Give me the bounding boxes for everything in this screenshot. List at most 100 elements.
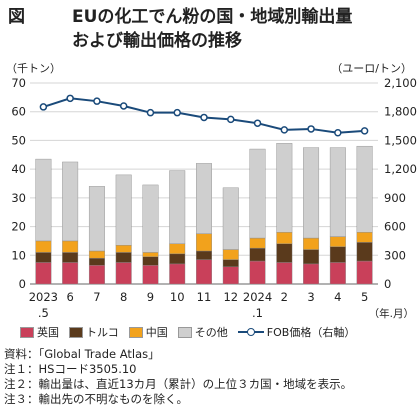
x-tick-label: 2024 xyxy=(243,290,272,304)
bar-segment xyxy=(356,242,373,262)
x-tick-label: 8 xyxy=(120,290,127,304)
bar-segment xyxy=(276,243,293,263)
fob-price-point xyxy=(253,119,262,127)
bar-segment xyxy=(169,263,186,285)
bar-segment xyxy=(222,187,239,250)
bar-segment xyxy=(356,232,373,243)
fob-price-point xyxy=(360,127,369,135)
legend-item: トルコ xyxy=(69,324,119,340)
bar-segment xyxy=(142,256,159,266)
title-line-2: および輸出価格の推移 xyxy=(72,31,242,51)
fob-price-point xyxy=(66,94,74,103)
fob-price-point xyxy=(280,126,289,134)
bar-segment xyxy=(35,252,52,263)
note-3: 注３：輸出先の不明なものを除く。 xyxy=(4,392,188,406)
fob-price-point xyxy=(227,115,235,124)
bar-segment xyxy=(35,158,52,242)
y-left-tick-label: 50 xyxy=(11,133,26,147)
y-right-tick-label: 1,800 xyxy=(384,105,417,119)
bar-segment xyxy=(276,262,293,285)
legend-item: その他 xyxy=(177,324,228,340)
bar-segment xyxy=(329,246,346,263)
bar-segment xyxy=(196,250,212,260)
legend-label: FOB価格（右軸） xyxy=(266,326,356,339)
x-tick-label: 10 xyxy=(170,290,185,304)
bar-segment xyxy=(88,257,105,266)
y-right-tick-label: 900 xyxy=(384,191,406,205)
bar-segment xyxy=(88,186,105,252)
note-2: 注２：輸出量は、直近13カ月（累計）の上位３カ国・地域を表示。 xyxy=(4,377,353,391)
bar-segment xyxy=(356,145,373,233)
left-axis-unit: （千トン） xyxy=(6,62,61,75)
figure-label: 図 xyxy=(8,7,25,27)
bar-segment xyxy=(142,252,159,257)
legend-label: 英国 xyxy=(37,326,59,339)
bar-segment xyxy=(356,260,373,285)
x-tick-label: 12 xyxy=(223,290,238,304)
bar-segment xyxy=(62,252,79,263)
bar-segment xyxy=(222,249,239,260)
bar-segment xyxy=(249,237,266,249)
bar-segment xyxy=(88,265,105,285)
fob-price-point xyxy=(146,108,155,117)
legend-item: 英国 xyxy=(20,324,59,340)
bar-segment xyxy=(142,184,159,253)
x-tick-label: 5 xyxy=(361,290,368,304)
fob-price-point xyxy=(200,113,208,122)
bar-segment xyxy=(169,253,186,265)
note-source: 資料：「Global Trade Atlas」 xyxy=(4,347,160,361)
bar-segment xyxy=(276,232,293,244)
x-tick-label: 7 xyxy=(93,290,100,304)
bar-segment xyxy=(35,262,52,285)
bar-segment xyxy=(115,174,132,246)
bar-segment xyxy=(35,240,52,253)
bar-segment xyxy=(303,263,320,285)
legend-item-line: FOB価格（右軸） xyxy=(237,324,356,340)
fob-price-point xyxy=(93,97,101,105)
y-left-tick-label: 70 xyxy=(11,76,26,90)
x-tick-label: 11 xyxy=(197,290,212,304)
y-right-tick-label: 0 xyxy=(384,277,391,291)
bar-segment xyxy=(88,250,105,259)
bar-segment xyxy=(62,161,79,242)
legend-swatch xyxy=(128,326,143,338)
fob-price-point xyxy=(39,103,48,111)
bar-segment xyxy=(329,147,346,237)
bar-segment xyxy=(222,259,239,267)
y-left-tick-label: 20 xyxy=(11,220,26,234)
x-axis-unit: （年.月） xyxy=(369,307,414,320)
y-left-tick-label: 0 xyxy=(19,277,26,291)
y-right-tick-label: 1,200 xyxy=(384,162,417,176)
bar-segment xyxy=(276,143,293,233)
legend-label: その他 xyxy=(194,326,228,339)
bar-segment xyxy=(303,249,320,265)
bar-segment xyxy=(169,243,186,255)
bar-segment xyxy=(249,247,266,262)
bar-segment xyxy=(303,147,320,239)
y-right-tick-label: 1,500 xyxy=(384,133,417,147)
bar-segment xyxy=(169,170,186,244)
bar-segment xyxy=(62,262,79,285)
bar-segment xyxy=(62,240,79,253)
bar-segment xyxy=(303,237,320,250)
y-right-tick-label: 600 xyxy=(384,220,406,234)
legend-swatch xyxy=(69,326,83,338)
fob-price-point xyxy=(334,129,342,137)
bar-segment xyxy=(115,252,132,263)
bar-segment xyxy=(115,262,132,285)
bar-segment xyxy=(115,245,132,253)
y-left-tick-label: 60 xyxy=(11,105,26,119)
fob-price-point xyxy=(307,125,315,133)
title-line-1: EUの化工でん粉の国・地域別輸出量 xyxy=(72,7,353,27)
x-tick-label: 2023 xyxy=(29,290,58,304)
x-tick-sublabel: .5 xyxy=(38,306,49,320)
bar-segment xyxy=(196,233,212,252)
bar-segment xyxy=(196,163,212,234)
fob-price-point xyxy=(119,102,128,110)
right-axis-unit: （ユーロ/トン） xyxy=(331,62,412,75)
bar-segment xyxy=(142,265,159,285)
bar-segment xyxy=(196,259,212,285)
bar-segment xyxy=(249,148,266,239)
x-tick-label: 2 xyxy=(281,290,288,304)
